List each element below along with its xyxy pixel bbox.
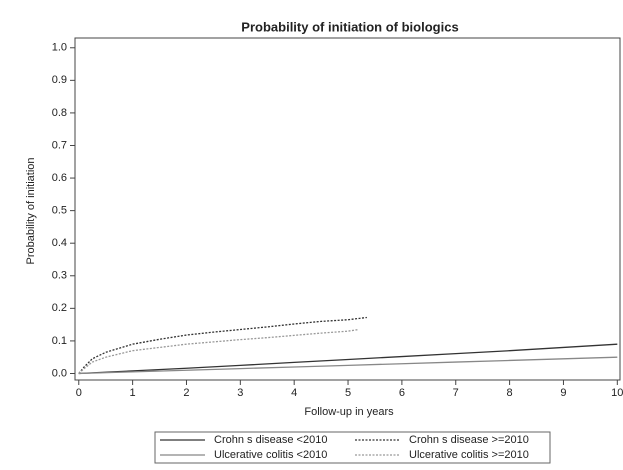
y-tick-label: 0.8 [52,107,67,119]
series-line [78,343,618,375]
y-tick-label: 0.9 [52,74,67,86]
x-tick-label: 7 [453,387,459,399]
legend-label: Ulcerative colitis >=2010 [409,449,529,461]
legend-label: Crohn s disease <2010 [214,434,327,446]
y-tick-label: 0.1 [52,335,67,347]
x-tick-label: 8 [507,387,513,399]
series-line [78,356,618,375]
x-tick-label: 4 [291,387,297,399]
x-tick-label: 5 [345,387,351,399]
y-axis-label: Probability of initiation [25,157,37,264]
x-tick-label: 3 [237,387,243,399]
y-tick-label: 0.7 [52,139,67,151]
series-line [78,316,367,374]
plot-frame [74,37,621,381]
series-line [78,328,359,374]
x-tick-label: 2 [183,387,189,399]
y-tick-label: 1.0 [52,42,67,54]
legend: Crohn s disease <2010 Crohn s disease >=2… [154,431,551,464]
x-tick-label: 1 [130,387,136,399]
legend-box [154,431,551,464]
legend-label: Ulcerative colitis <2010 [214,449,327,461]
y-tick-label: 0.6 [52,172,67,184]
x-tick-label: 0 [76,387,82,399]
x-tick-label: 6 [399,387,405,399]
y-tick-label: 0.0 [52,367,67,379]
y-tick-label: 0.5 [52,205,67,217]
x-tick-label: 9 [560,387,566,399]
x-axis-label: Follow-up in years [304,406,394,418]
x-tick-label: 10 [611,387,623,399]
legend-label: Crohn s disease >=2010 [409,434,529,446]
y-tick-label: 0.2 [52,302,67,314]
y-tick-label: 0.3 [52,270,67,282]
y-tick-label: 0.4 [52,237,67,249]
chart-title: Probability of initiation of biologics [241,19,458,34]
